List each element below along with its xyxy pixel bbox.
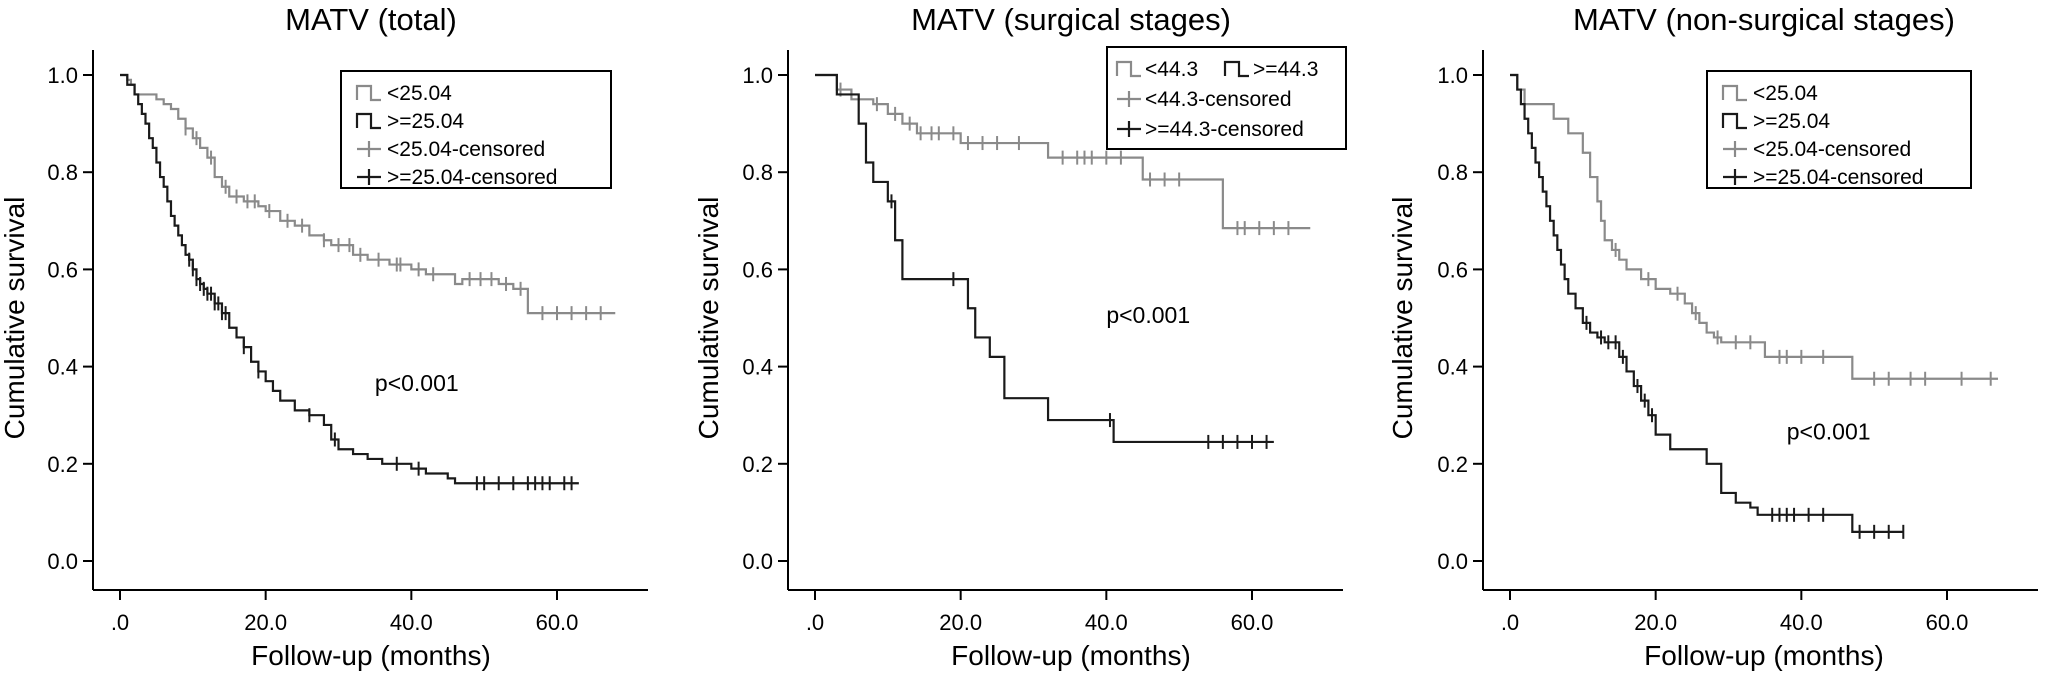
- y-tick-label: 0.2: [742, 452, 773, 477]
- y-tick-label: 0.2: [47, 452, 78, 477]
- chart-panel-total: MATV (total) 0.0 0.2 0.4 0.6 0.8 1.0 .0 20.0 40.0…: [0, 2, 648, 671]
- series-low-survival-line: [120, 73, 616, 315]
- series-high-survival-line: [815, 73, 1274, 444]
- legend-label: <44.3: [1145, 58, 1198, 81]
- legend-label: <25.04: [1753, 82, 1818, 105]
- chart-title: MATV (surgical stages): [911, 2, 1231, 37]
- p-value-annotation: p<0.001: [375, 370, 459, 396]
- x-tick-label: .0: [1501, 610, 1519, 635]
- y-tick-label: 0.0: [742, 549, 773, 574]
- y-tick-label: 0.4: [1437, 355, 1468, 380]
- x-tick-label: .0: [806, 610, 824, 635]
- series-high-survival-line: [1510, 73, 1904, 533]
- legend: <25.04 >=25.04 <25.04-censored >=25.04-cens…: [1706, 70, 1972, 189]
- legend-step-symbol: [1115, 60, 1141, 78]
- x-tick-label: 40.0: [1085, 610, 1128, 635]
- y-tick-label: 0.2: [1437, 452, 1468, 477]
- y-tick-label: 0.4: [47, 355, 78, 380]
- chart-title: MATV (total): [285, 2, 457, 37]
- legend-step-symbol: [1721, 112, 1747, 130]
- y-axis-title: Cumulative survival: [1387, 197, 1418, 440]
- legend-label: <25.04-censored: [1753, 138, 1911, 161]
- series-low-survival-line: [1510, 73, 1998, 380]
- y-tick-label: 0.0: [1437, 549, 1468, 574]
- legend-label: >=25.04-censored: [387, 166, 557, 189]
- y-tick-label: 0.0: [47, 549, 78, 574]
- legend-label: <44.3-censored: [1145, 88, 1292, 111]
- legend-label: >=44.3-censored: [1145, 118, 1304, 141]
- legend-box: [1106, 46, 1347, 150]
- p-value-annotation: p<0.001: [1787, 419, 1871, 445]
- x-tick-label: 60.0: [1231, 610, 1274, 635]
- y-tick-label: 1.0: [742, 63, 773, 88]
- legend-step-symbol: [355, 112, 381, 130]
- x-tick-label: 40.0: [1780, 610, 1823, 635]
- legend-label: >=25.04: [387, 110, 464, 133]
- legend: <25.04 >=25.04 <25.04-censored >=25.04-cens…: [340, 70, 612, 189]
- p-value-annotation: p<0.001: [1106, 302, 1190, 328]
- x-tick-label: 60.0: [536, 610, 579, 635]
- x-tick-label: 20.0: [1634, 610, 1677, 635]
- legend-label: >=44.3: [1253, 58, 1318, 81]
- y-axis-title: Cumulative survival: [693, 197, 724, 440]
- x-tick-label: 20.0: [939, 610, 982, 635]
- y-tick-label: 0.6: [1437, 257, 1468, 282]
- y-tick-label: 1.0: [47, 63, 78, 88]
- y-tick-label: 0.8: [1437, 160, 1468, 185]
- legend: <44.3 >=44.3 <44.3-censored >=44.3-censored: [1106, 46, 1347, 150]
- legend-box: [1706, 70, 1972, 189]
- x-tick-label: 20.0: [244, 610, 287, 635]
- x-tick-label: 40.0: [390, 610, 433, 635]
- x-tick-label: .0: [111, 610, 129, 635]
- y-tick-label: 0.8: [47, 160, 78, 185]
- legend-step-symbol: [1223, 60, 1249, 78]
- x-axis-title: Follow-up (months): [1644, 640, 1884, 671]
- legend-label: <25.04-censored: [387, 138, 545, 161]
- legend-label: >=25.04: [1753, 110, 1830, 133]
- y-tick-label: 0.6: [47, 257, 78, 282]
- y-tick-label: 0.6: [742, 257, 773, 282]
- y-tick-label: 0.8: [742, 160, 773, 185]
- y-axis-title: Cumulative survival: [0, 197, 30, 440]
- chart-panel-surgical-stages: MATV (surgical stages) 0.0 0.2 0.4 0.6 0.8 1.0…: [693, 2, 1347, 671]
- x-tick-label: 60.0: [1926, 610, 1969, 635]
- legend-label: >=25.04-censored: [1753, 166, 1923, 189]
- y-tick-label: 1.0: [1437, 63, 1468, 88]
- legend-box: [340, 70, 612, 189]
- chart-panel-non-surgical-stages: MATV (non-surgical stages) 0.0 0.2 0.4 0.6 0.…: [1387, 2, 2038, 671]
- legend-step-symbol: [1721, 84, 1747, 102]
- chart-title: MATV (non-surgical stages): [1573, 2, 1955, 37]
- x-axis-title: Follow-up (months): [951, 640, 1191, 671]
- x-axis-title: Follow-up (months): [251, 640, 491, 671]
- legend-step-symbol: [355, 84, 381, 102]
- y-tick-label: 0.4: [742, 355, 773, 380]
- legend-label: <25.04: [387, 82, 452, 105]
